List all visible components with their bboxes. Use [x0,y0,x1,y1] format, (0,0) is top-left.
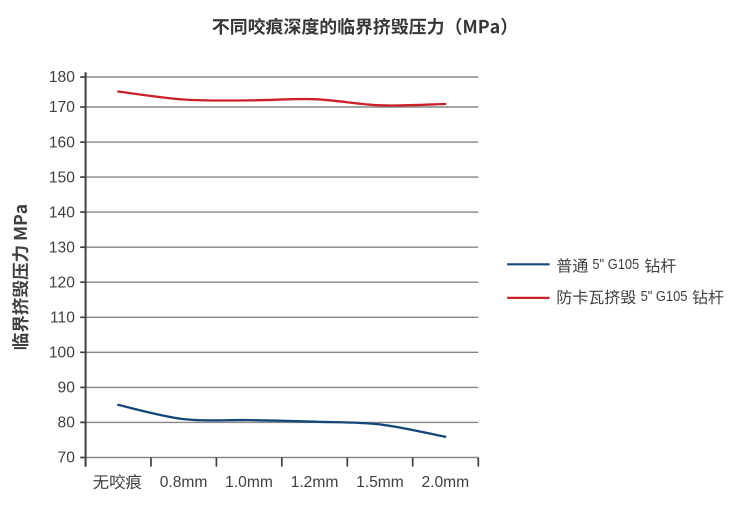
svg-text:140: 140 [49,204,75,221]
svg-text:2.0mm: 2.0mm [421,474,469,491]
svg-text:0.8mm: 0.8mm [160,474,208,491]
svg-text:170: 170 [49,99,75,116]
svg-text:110: 110 [50,310,75,327]
svg-text:130: 130 [49,239,75,256]
svg-text:5" G105: 5" G105 [592,257,639,273]
svg-text:1.2mm: 1.2mm [291,474,339,491]
svg-text:150: 150 [49,169,75,186]
svg-text:160: 160 [49,134,75,151]
svg-text:80: 80 [58,415,76,432]
svg-text:90: 90 [58,380,76,397]
svg-text:70: 70 [58,450,76,467]
svg-text:1.0mm: 1.0mm [225,474,273,491]
svg-text:120: 120 [49,274,75,291]
svg-text:100: 100 [49,345,75,362]
svg-text:1.5mm: 1.5mm [356,474,404,491]
svg-text:180: 180 [49,69,75,86]
svg-text:5" G105: 5" G105 [641,289,688,305]
